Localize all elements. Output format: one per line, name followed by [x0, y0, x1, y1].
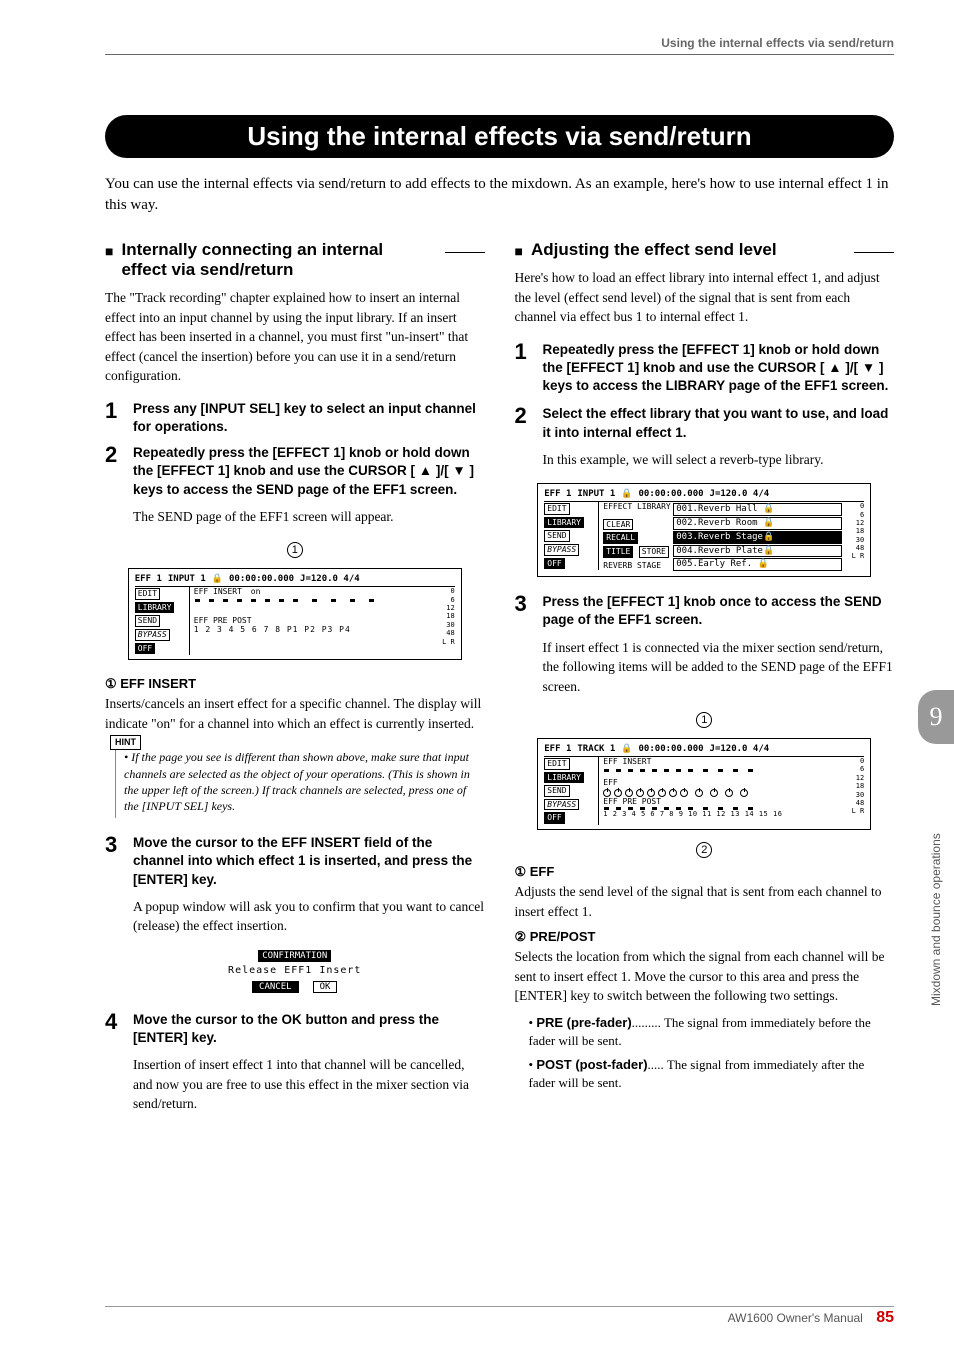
running-head: Using the internal effects via send/retu… [105, 36, 894, 50]
rstep-2-body: In this example, we will select a reverb… [543, 450, 895, 470]
step-4: 4 Move the cursor to the OK button and p… [105, 1011, 485, 1047]
confirm-ok-button: OK [313, 981, 338, 993]
fig1-tab: OFF [135, 643, 155, 655]
item-eff-body: Adjusts the send level of the signal tha… [515, 882, 895, 921]
step-4-number: 4 [105, 1011, 123, 1047]
chapter-number-badge: 9 [918, 690, 954, 744]
step-4-body: Insertion of insert effect 1 into that c… [133, 1055, 485, 1114]
rstep-3-number: 3 [515, 593, 533, 629]
rstep-1: 1 Repeatedly press the [EFFECT 1] knob o… [515, 341, 895, 396]
rstep-3-title: Press the [EFFECT 1] knob once to access… [543, 593, 895, 629]
side-tab: 9 Mixdown and bounce operations [918, 690, 954, 1030]
side-chapter-label: Mixdown and bounce operations [929, 756, 943, 1006]
footer-page-number: 85 [876, 1309, 894, 1326]
step-2: 2 Repeatedly press the [EFFECT 1] knob o… [105, 444, 485, 499]
callout-1-icon: 1 [696, 712, 712, 728]
definition-post: • POST (post-fader)..... The signal from… [529, 1056, 895, 1092]
footer-book-title: AW1600 Owner's Manual [728, 1311, 863, 1325]
confirm-cancel-button: CANCEL [252, 981, 299, 993]
step-3-number: 3 [105, 834, 123, 889]
figure-confirmation: CONFIRMATION Release EFF1 Insert CANCEL … [190, 950, 399, 995]
figure-eff1-send-input: EFF 1 INPUT 1 🔒 00:00:00.000 J=120.0 4/4… [128, 568, 462, 660]
intro-paragraph: You can use the internal effects via sen… [105, 174, 894, 216]
confirm-text: Release EFF1 Insert [190, 965, 399, 976]
fig1-header-left: INPUT 1 [168, 574, 206, 585]
step-2-body: The SEND page of the EFF1 screen will ap… [133, 507, 485, 527]
fig1-tab: SEND [135, 615, 160, 627]
step-1: 1 Press any [INPUT SEL] key to select an… [105, 400, 485, 436]
fig1-tab: LIBRARY [135, 602, 175, 614]
subhead-rule [854, 252, 894, 253]
rstep-2-number: 2 [515, 405, 533, 441]
left-column: ■ Internally connecting an internal effe… [105, 240, 485, 1114]
fig1-header-center: 00:00:00.000 [229, 574, 294, 585]
hint-box: HINT • If the page you see is different … [115, 743, 485, 818]
rstep-1-title: Repeatedly press the [EFFECT 1] knob or … [543, 341, 895, 396]
page-footer: AW1600 Owner's Manual 85 [728, 1309, 894, 1327]
step-2-number: 2 [105, 444, 123, 499]
subhead-right-text: Adjusting the effect send level [531, 240, 840, 260]
item-eff-insert-label: ① EFF INSERT [105, 676, 485, 692]
confirm-head: CONFIRMATION [258, 950, 331, 962]
step-2-title: Repeatedly press the [EFFECT 1] knob or … [133, 444, 485, 499]
definition-pre: • PRE (pre-fader)......... The signal fr… [529, 1014, 895, 1050]
figure-eff1-library: EFF 1 INPUT 1 🔒 00:00:00.000 J=120.0 4/4… [537, 483, 871, 577]
item-eff-label: ① EFF [515, 864, 895, 880]
item-prepost-label: ② PRE/POST [515, 929, 895, 945]
step-1-title: Press any [INPUT SEL] key to select an i… [133, 400, 485, 436]
item-eff-insert-body: Inserts/cancels an insert effect for a s… [105, 694, 485, 733]
step-1-number: 1 [105, 400, 123, 436]
rstep-3: 3 Press the [EFFECT 1] knob once to acce… [515, 593, 895, 629]
square-bullet-icon: ■ [105, 243, 113, 259]
step-3: 3 Move the cursor to the EFF INSERT fiel… [105, 834, 485, 889]
rstep-2-title: Select the effect library that you want … [543, 405, 895, 441]
square-bullet-icon: ■ [515, 243, 523, 259]
callout-2-icon: 2 [696, 842, 712, 858]
rstep-1-number: 1 [515, 341, 533, 396]
subhead-left-text: Internally connecting an internal effect… [121, 240, 430, 280]
subhead-right: ■ Adjusting the effect send level [515, 240, 895, 260]
rule-top [105, 54, 894, 55]
step-3-body: A popup window will ask you to confirm t… [133, 897, 485, 936]
step-3-title: Move the cursor to the EFF INSERT field … [133, 834, 485, 889]
step-4-title: Move the cursor to the OK button and pre… [133, 1011, 485, 1047]
rstep-2: 2 Select the effect library that you wan… [515, 405, 895, 441]
fig1-screen: EFF 1 [135, 574, 162, 585]
fig1-tab: BYPASS [135, 629, 170, 641]
section-title-pill: Using the internal effects via send/retu… [105, 115, 894, 158]
hint-body: If the page you see is different than sh… [124, 750, 470, 813]
rstep-3-body: If insert effect 1 is connected via the … [543, 638, 895, 697]
right-column: ■ Adjusting the effect send level Here's… [515, 240, 895, 1114]
figure-eff1-send-track: EFF 1 TRACK 1 🔒 00:00:00.000 J=120.0 4/4… [537, 738, 871, 830]
hint-label: HINT [110, 735, 141, 749]
fig1-header-right: J=120.0 4/4 [300, 574, 360, 585]
item-prepost-body: Selects the location from which the sign… [515, 947, 895, 1006]
callout-1-icon: 1 [287, 542, 303, 558]
subhead-rule [445, 252, 485, 253]
left-para1: The "Track recording" chapter explained … [105, 288, 485, 386]
subhead-left: ■ Internally connecting an internal effe… [105, 240, 485, 280]
fig1-tab: EDIT [135, 588, 160, 600]
right-para1: Here's how to load an effect library int… [515, 268, 895, 327]
footer-rule [105, 1306, 894, 1307]
